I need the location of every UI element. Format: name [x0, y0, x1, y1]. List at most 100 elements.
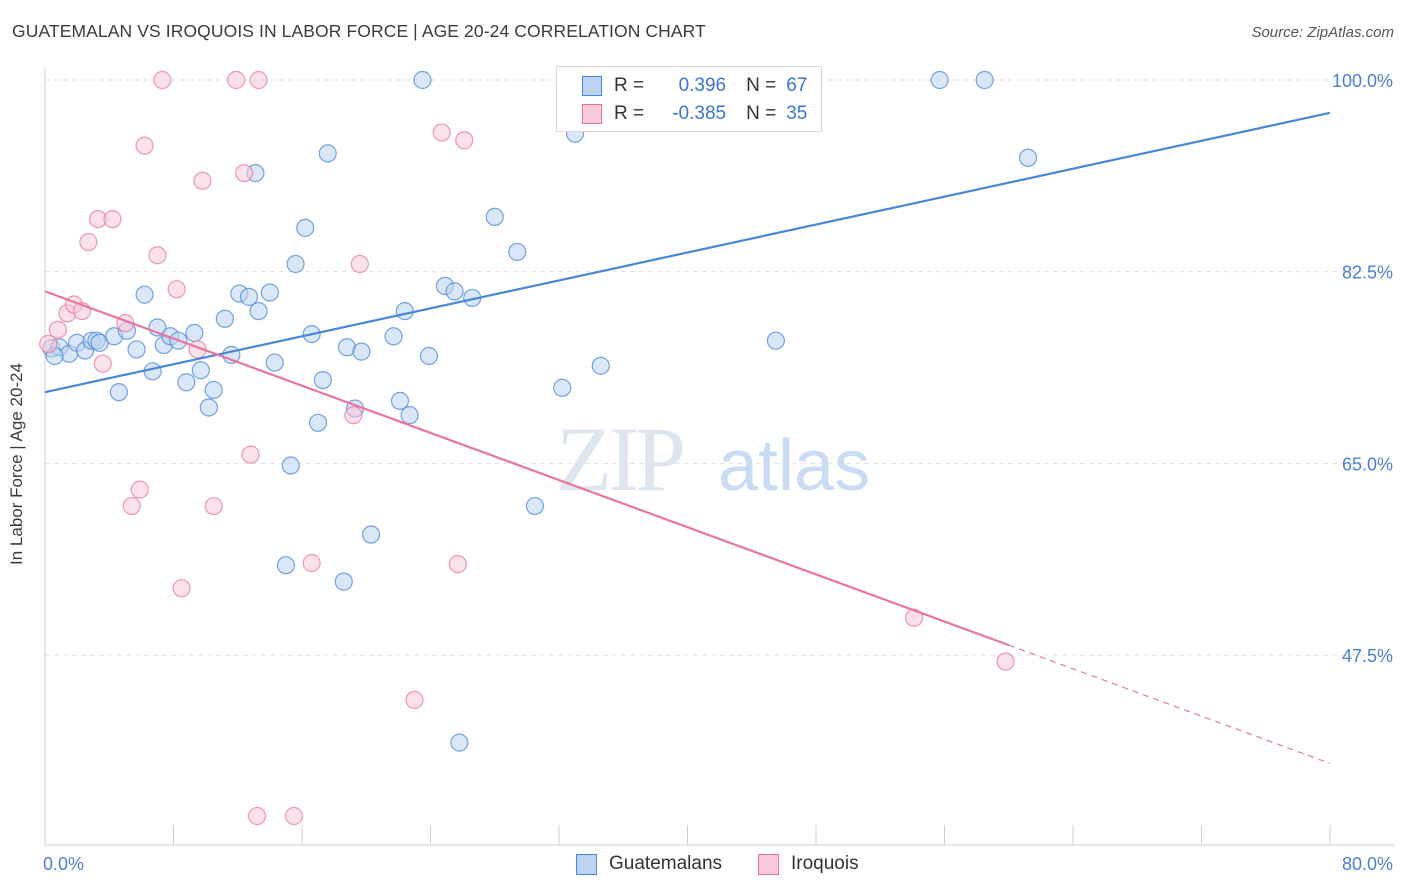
- point-guatemalans: [204, 380, 223, 400]
- point-iroquois: [172, 579, 191, 598]
- legend-r-label: R =: [614, 75, 645, 96]
- point-guatemalans: [485, 207, 504, 227]
- point-guatemalans: [185, 323, 204, 343]
- legend-n-label: N =: [746, 75, 777, 96]
- point-guatemalans: [199, 398, 218, 417]
- legend-label-guatemalans: Guatemalans: [609, 853, 723, 874]
- point-guatemalans: [276, 556, 296, 575]
- point-guatemalans: [445, 282, 464, 301]
- point-iroquois: [227, 70, 246, 90]
- point-iroquois: [148, 246, 167, 265]
- trend-line-iroquois-extension: [1008, 644, 1331, 764]
- point-iroquois: [448, 554, 467, 574]
- legend-n-value: 35: [786, 103, 808, 124]
- trend-line-iroquois: [44, 290, 1010, 647]
- point-iroquois: [284, 806, 304, 826]
- legend-swatch-pink: [582, 104, 602, 124]
- point-iroquois: [350, 254, 369, 274]
- point-guatemalans: [508, 242, 527, 262]
- point-guatemalans: [143, 362, 162, 381]
- y-tick-label: 100.0%: [1332, 71, 1393, 91]
- y-tick-label: 65.0%: [1342, 454, 1393, 474]
- point-guatemalans: [334, 572, 353, 591]
- point-iroquois: [235, 163, 254, 183]
- point-iroquois: [193, 171, 212, 190]
- legend-r-label: R =: [614, 103, 645, 124]
- chart-title: GUATEMALAN VS IROQUOIS IN LABOR FORCE | …: [12, 21, 706, 41]
- point-guatemalans: [553, 378, 572, 397]
- point-iroquois: [249, 70, 268, 90]
- grid-lines: [45, 79, 1395, 656]
- point-guatemalans: [450, 733, 469, 752]
- legend-swatch-blue: [582, 76, 602, 96]
- point-guatemalans: [191, 361, 210, 380]
- legend-n-value: 67: [786, 75, 808, 96]
- point-guatemalans: [591, 356, 610, 375]
- axes: [44, 68, 1395, 846]
- point-guatemalans: [930, 70, 949, 90]
- point-guatemalans: [239, 287, 259, 306]
- trend-line-guatemalans: [44, 111, 1331, 394]
- point-iroquois: [996, 652, 1015, 671]
- point-guatemalans: [384, 327, 403, 346]
- point-iroquois: [48, 320, 67, 339]
- point-guatemalans: [419, 346, 438, 366]
- point-guatemalans: [975, 70, 994, 90]
- point-guatemalans: [296, 218, 315, 237]
- point-guatemalans: [215, 309, 234, 328]
- point-guatemalans: [249, 301, 268, 321]
- x-tick-label: 80.0%: [1342, 854, 1393, 874]
- legend-row-iroquois: R = -0.385 N = 35: [582, 101, 807, 127]
- y-tick-label: 82.5%: [1342, 263, 1393, 283]
- point-iroquois: [122, 496, 141, 516]
- source-label: Source: ZipAtlas.com: [1251, 24, 1394, 41]
- point-iroquois: [135, 136, 154, 155]
- legend-item-guatemalans: Guatemalans: [576, 851, 722, 877]
- legend-stats: R = 0.396 N = 67 R = -0.385 N = 35: [556, 66, 822, 132]
- point-guatemalans: [313, 370, 332, 390]
- point-iroquois: [167, 280, 186, 299]
- legend-r-value: -0.385: [672, 103, 727, 124]
- point-guatemalans: [109, 383, 128, 402]
- point-guatemalans: [308, 413, 328, 432]
- point-guatemalans: [260, 283, 279, 302]
- legend-r-value: 0.396: [678, 75, 727, 96]
- point-iroquois: [302, 553, 321, 573]
- point-guatemalans: [413, 70, 432, 90]
- point-guatemalans: [265, 353, 284, 372]
- point-iroquois: [130, 480, 149, 499]
- point-guatemalans: [766, 331, 785, 350]
- x-tick-label: 0.0%: [43, 854, 84, 874]
- point-iroquois: [79, 232, 98, 252]
- point-guatemalans: [400, 406, 419, 425]
- legend-row-guatemalans: R = 0.396 N = 67: [582, 73, 807, 99]
- point-guatemalans: [1018, 148, 1038, 167]
- watermark-atlas: atlas: [718, 426, 870, 506]
- point-guatemalans: [361, 525, 381, 544]
- point-iroquois: [241, 445, 260, 464]
- point-iroquois: [432, 123, 451, 142]
- legend-label-iroquois: Iroquois: [791, 853, 859, 874]
- point-iroquois: [103, 209, 122, 229]
- point-guatemalans: [281, 456, 300, 475]
- point-iroquois: [93, 354, 112, 373]
- point-guatemalans: [286, 254, 305, 274]
- point-guatemalans: [318, 144, 337, 163]
- point-guatemalans: [127, 340, 146, 359]
- y-tick-label: 47.5%: [1342, 646, 1393, 666]
- point-guatemalans: [177, 373, 196, 392]
- point-guatemalans: [135, 285, 154, 304]
- point-iroquois: [405, 690, 424, 710]
- trend-lines: [44, 111, 1331, 764]
- watermark-zip: ZIP: [556, 408, 683, 510]
- point-iroquois: [344, 406, 363, 425]
- legend-n-label: N =: [746, 103, 777, 124]
- point-guatemalans: [525, 496, 545, 516]
- legend-swatch-blue: [576, 853, 597, 875]
- data-points: [39, 70, 1038, 826]
- point-iroquois: [247, 806, 267, 826]
- legend-item-iroquois: Iroquois: [758, 851, 859, 877]
- tick-labels: 47.5% 65.0% 82.5% 100.0% 0.0% 80.0%: [43, 71, 1393, 874]
- point-iroquois: [39, 334, 58, 354]
